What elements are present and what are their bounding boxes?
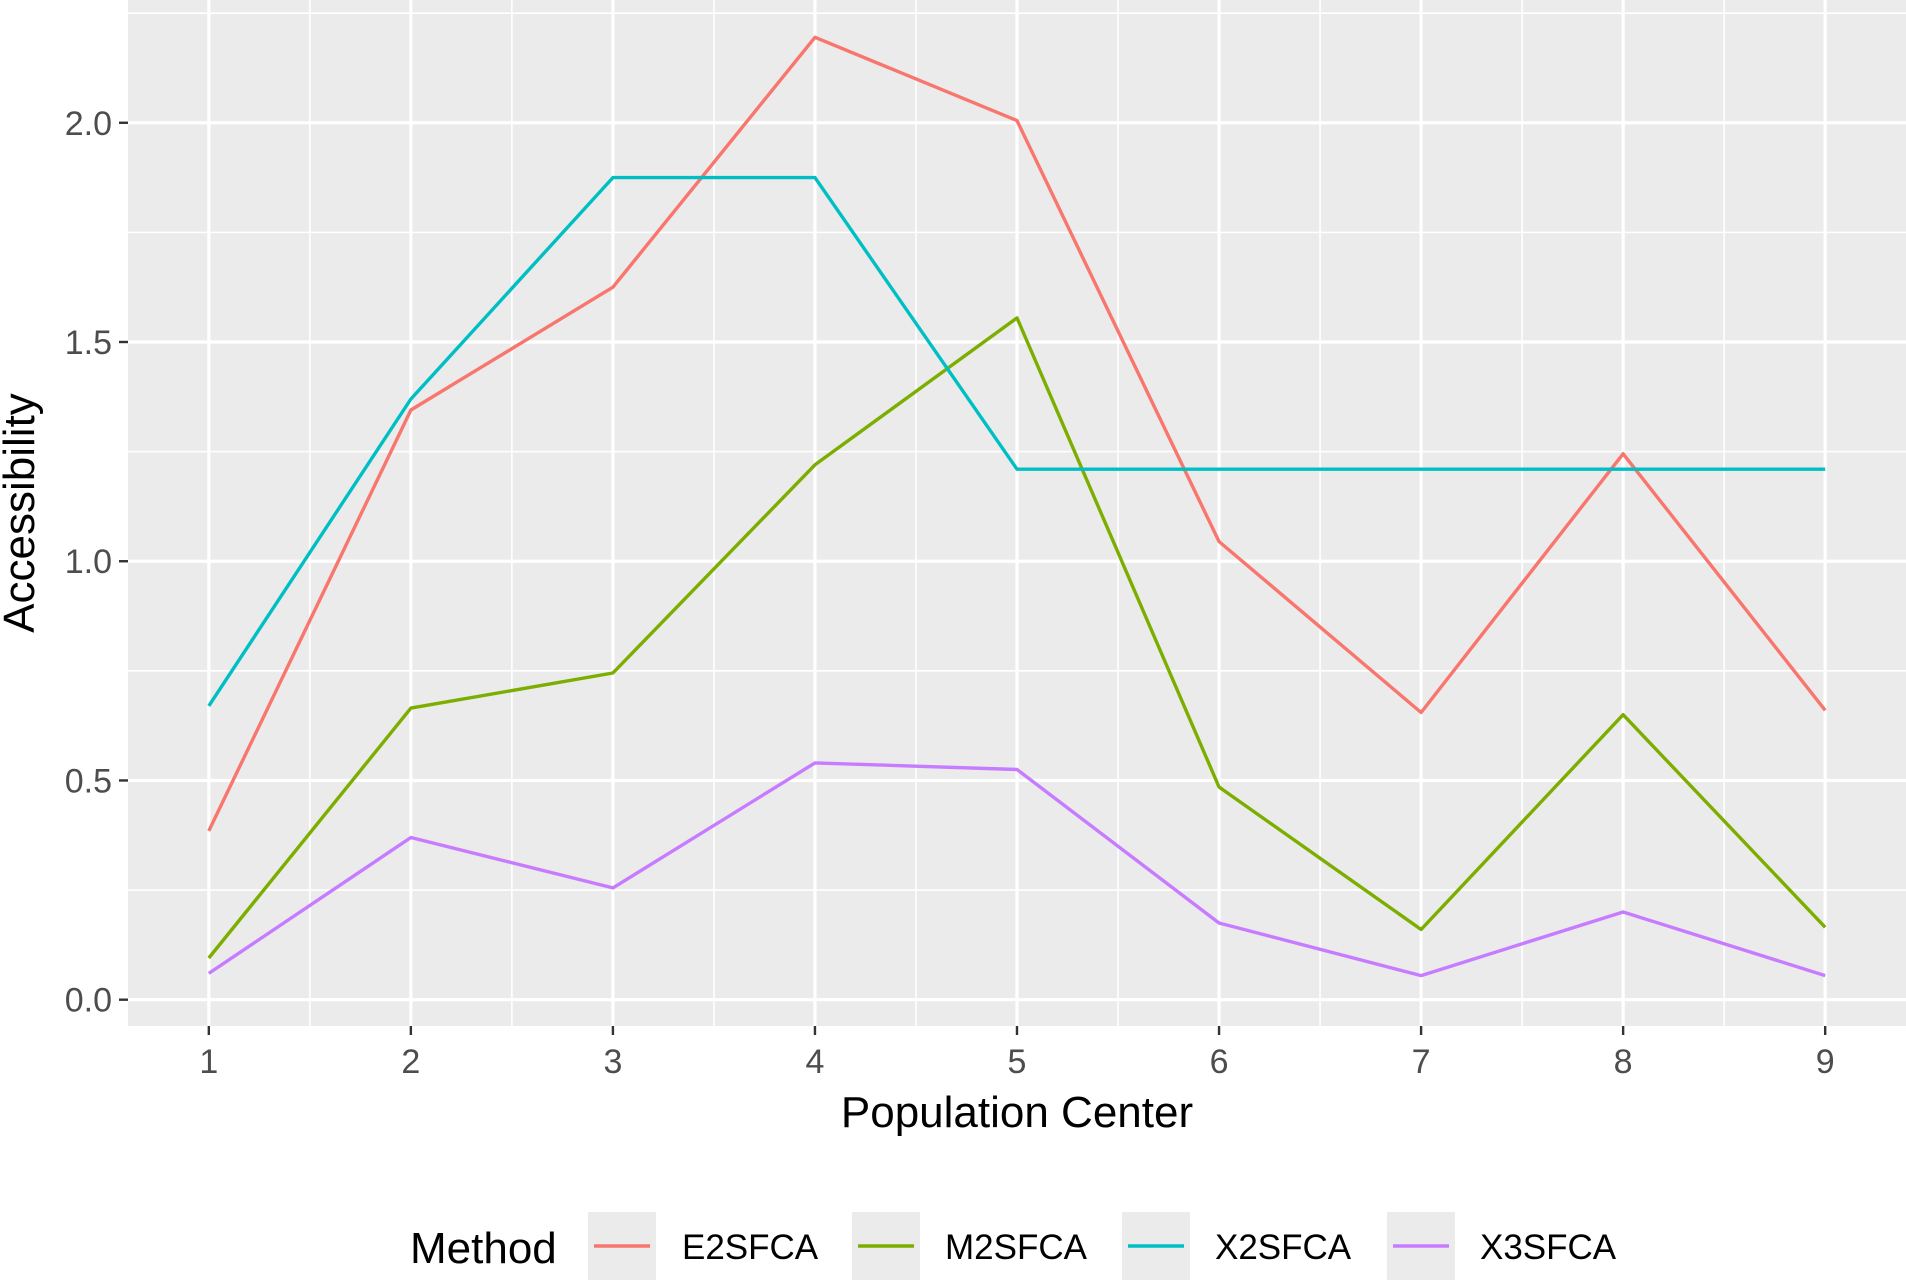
series-line-x3sfca xyxy=(207,761,1826,978)
y-tick-label: 0.0 xyxy=(65,982,112,1020)
legend-label-x3sfca: X3SFCA xyxy=(1480,1228,1617,1267)
series-line-m2sfca xyxy=(207,316,1827,960)
series-line-e2sfca xyxy=(207,35,1827,832)
x-tick-label: 5 xyxy=(1008,1043,1027,1081)
x-axis-title: Population Center xyxy=(841,1088,1193,1137)
legend-label-e2sfca: E2SFCA xyxy=(682,1228,819,1267)
x-tick-label: 7 xyxy=(1412,1043,1431,1081)
y-tick-label: 1.0 xyxy=(65,543,112,581)
x-tick-label: 6 xyxy=(1210,1043,1229,1081)
y-tick-label: 2.0 xyxy=(65,105,112,143)
legend-label-m2sfca: M2SFCA xyxy=(945,1228,1088,1267)
legend: Method E2SFCA M2SFCA X2SFCA X3SFCA xyxy=(410,1212,1617,1280)
y-tick-label: 1.5 xyxy=(65,324,112,362)
x-tick-label: 1 xyxy=(199,1043,218,1081)
series-line-x2sfca xyxy=(207,175,1826,707)
x-tick-label: 2 xyxy=(401,1043,420,1081)
legend-label-x2sfca: X2SFCA xyxy=(1215,1228,1352,1267)
x-tick-label: 8 xyxy=(1614,1043,1633,1081)
x-tick-label: 3 xyxy=(603,1043,622,1081)
x-axis: 1 2 3 4 5 6 7 8 9 xyxy=(199,1026,1835,1081)
y-tick-label: 0.5 xyxy=(65,762,112,800)
legend-title: Method xyxy=(410,1224,557,1273)
x-tick-label: 4 xyxy=(805,1043,824,1081)
major-grid xyxy=(128,0,1906,1026)
y-axis: 0.0 0.5 1.0 1.5 2.0 xyxy=(65,105,128,1020)
y-axis-title: Accessibility xyxy=(0,393,44,633)
x-tick-label: 9 xyxy=(1816,1043,1835,1081)
series-lines xyxy=(207,35,1827,978)
